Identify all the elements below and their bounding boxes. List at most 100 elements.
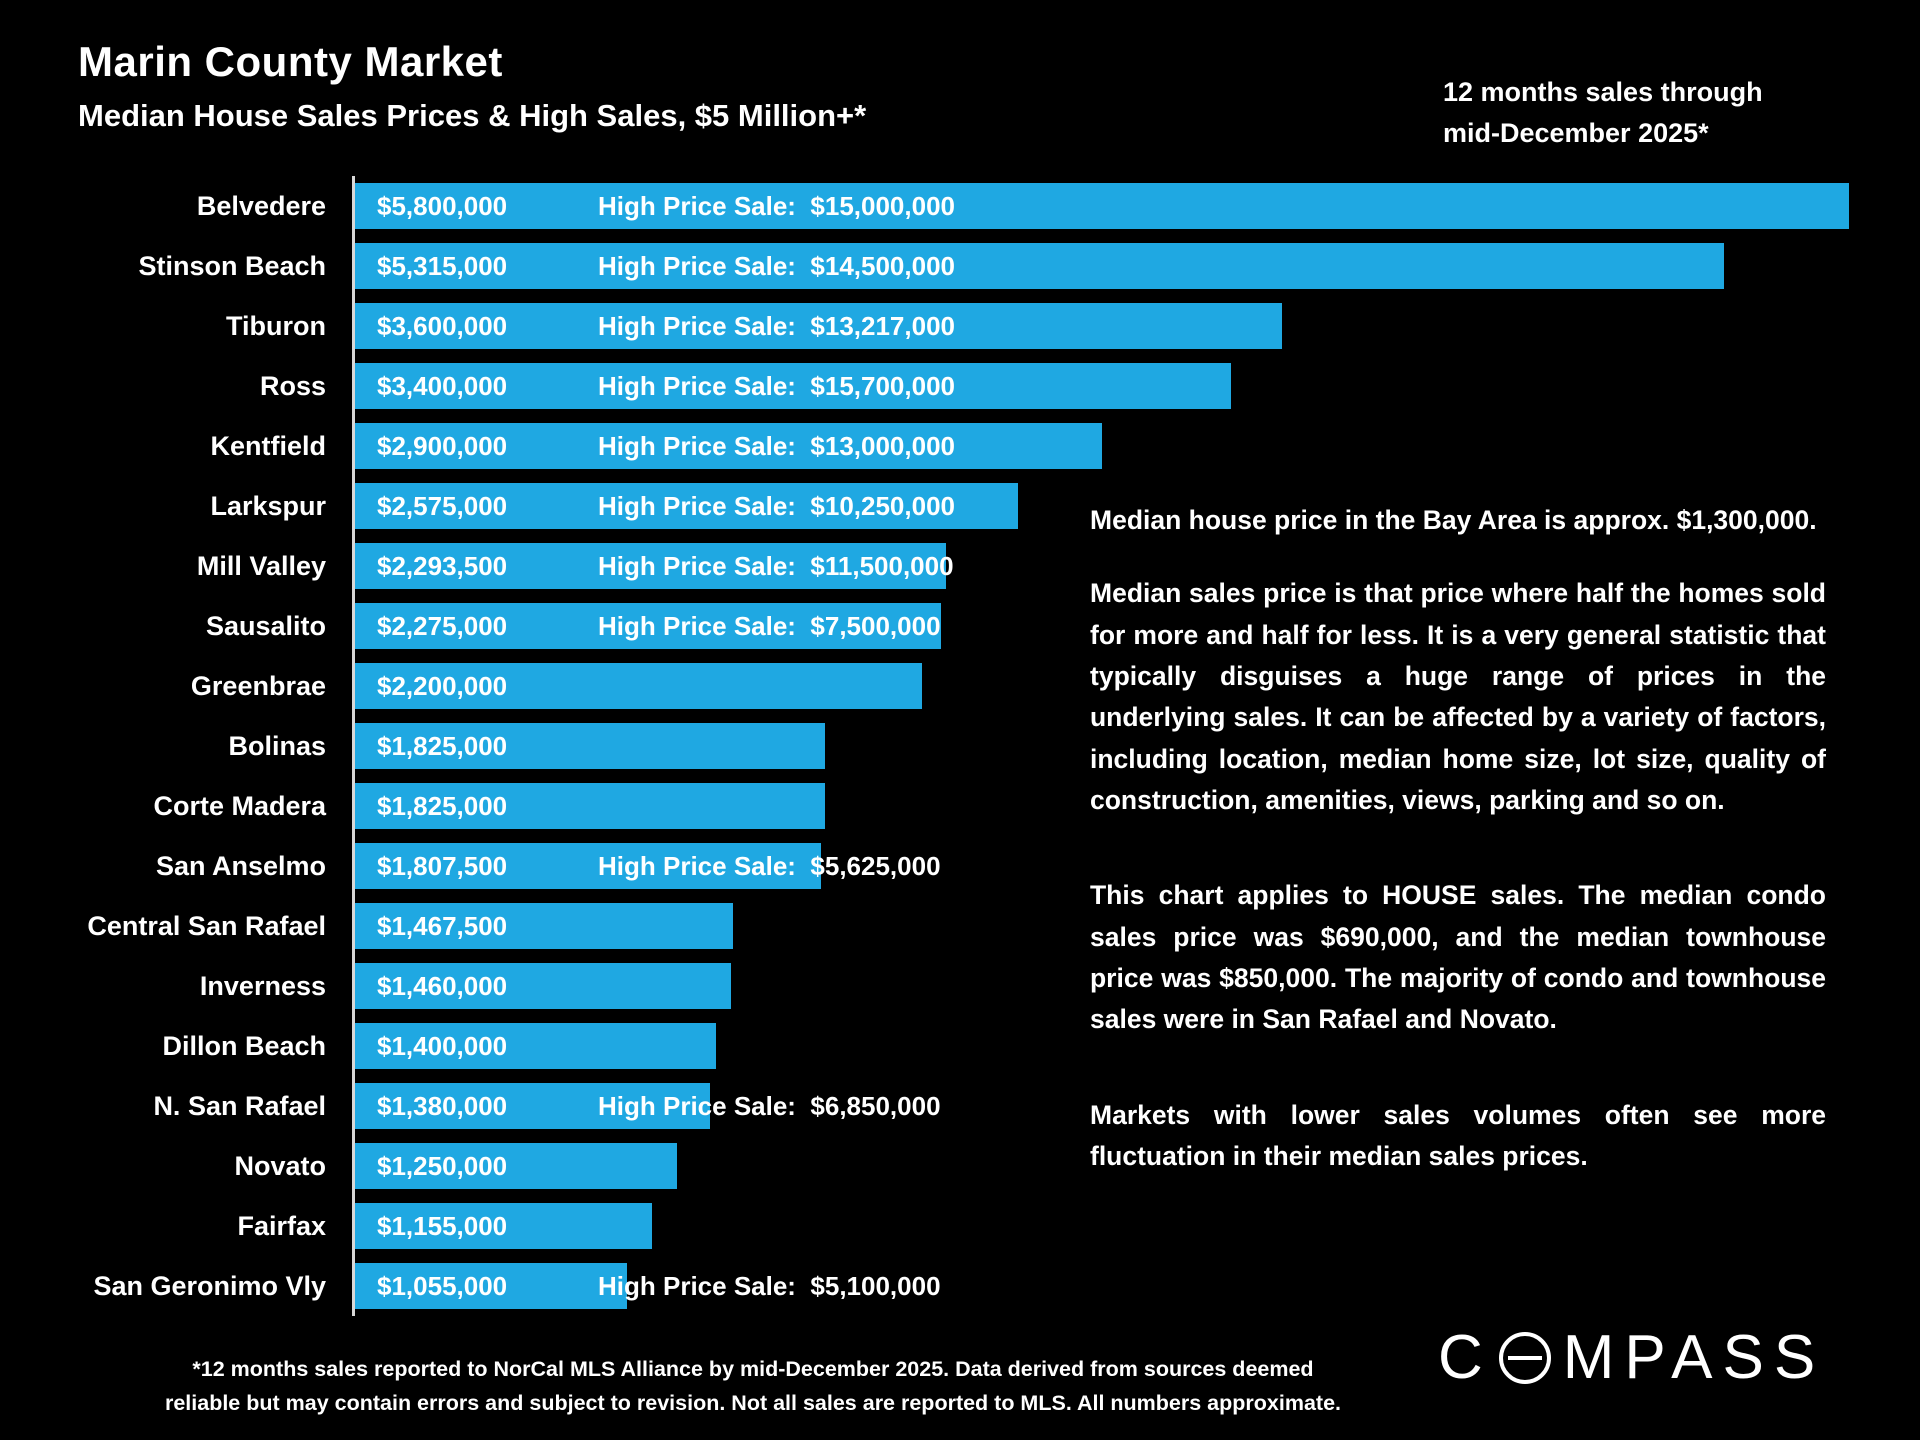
median-price-bar: $3,400,000 <box>355 363 1231 409</box>
bar-track: $1,825,000 <box>352 776 1849 836</box>
category-label: Kentfield <box>210 430 326 461</box>
median-price-value: $1,155,000 <box>377 1210 508 1241</box>
category-label: Dillon Beach <box>162 1030 326 1061</box>
bar-track: $3,400,000 High Price Sale: $15,700,000 <box>352 356 1849 416</box>
high-price-sale-label: High Price Sale: $15,000,000 <box>598 190 955 221</box>
category-label: Greenbrae <box>190 670 326 701</box>
median-price-value: $3,600,000 <box>377 310 508 341</box>
median-price-bar: $1,400,000 <box>355 1023 716 1069</box>
median-price-value: $1,825,000 <box>377 790 508 821</box>
high-price-sale-label: High Price Sale: $10,250,000 <box>598 490 955 521</box>
bar-track: $2,200,000 <box>352 656 1849 716</box>
category-label: Mill Valley <box>196 550 326 581</box>
bar-track: $1,825,000 <box>352 716 1849 776</box>
high-price-sale-label: High Price Sale: $11,500,000 <box>598 550 954 581</box>
compass-logo-mpass: MPASS <box>1562 1323 1826 1392</box>
bar-track: $1,460,000 <box>352 956 1849 1016</box>
chart-row: Tiburon $3,600,000 High Price Sale: $13,21… <box>60 296 1849 356</box>
period-note-line2: mid-December 2025* <box>1443 117 1709 148</box>
chart-row: Bolinas $1,825,000 <box>60 716 1849 776</box>
bar-track: $1,380,000 High Price Sale: $6,850,000 <box>352 1076 1849 1136</box>
chart-row: Greenbrae $2,200,000 <box>60 656 1849 716</box>
median-price-value: $1,380,000 <box>377 1090 508 1121</box>
category-label: San Geronimo Vly <box>93 1270 326 1301</box>
bar-track: $1,055,000 High Price Sale: $5,100,000 <box>352 1256 1849 1316</box>
footnote: *12 months sales reported to NorCal MLS … <box>85 1352 1421 1421</box>
category-label: Inverness <box>199 970 326 1001</box>
median-price-bar: $1,460,000 <box>355 963 732 1009</box>
category-label: Central San Rafael <box>87 910 326 941</box>
high-price-sale-label: High Price Sale: $15,700,000 <box>598 370 955 401</box>
high-price-sale-label: High Price Sale: $13,000,000 <box>598 430 955 461</box>
chart-row: Corte Madera $1,825,000 <box>60 776 1849 836</box>
median-price-value: $3,400,000 <box>377 370 508 401</box>
chart-row: Dillon Beach $1,400,000 <box>60 1016 1849 1076</box>
chart-row: Larkspur $2,575,000 High Price Sale: $10,2… <box>60 476 1849 536</box>
chart-row: Central San Rafael $1,467,500 <box>60 896 1849 956</box>
bar-track: $1,467,500 <box>352 896 1849 956</box>
median-price-bar: $1,825,000 <box>355 783 826 829</box>
bar-chart: Belvedere $5,800,000 High Price Sale: $15,… <box>60 176 1849 1316</box>
median-price-bar: $1,055,000 <box>355 1263 627 1309</box>
chart-row: Stinson Beach $5,315,000 High Price Sale: … <box>60 236 1849 296</box>
category-label: Ross <box>259 370 326 401</box>
median-price-value: $2,293,500 <box>377 550 508 581</box>
category-label: Belvedere <box>196 190 326 221</box>
category-label: Tiburon <box>226 310 326 341</box>
median-price-value: $1,825,000 <box>377 730 508 761</box>
bar-track: $2,275,000 High Price Sale: $7,500,000 <box>352 596 1849 656</box>
page-subtitle: Median House Sales Prices & High Sales, … <box>78 98 867 133</box>
median-price-value: $2,275,000 <box>377 610 508 641</box>
median-price-bar: $5,800,000 <box>355 183 1849 229</box>
median-price-value: $1,250,000 <box>377 1150 508 1181</box>
median-price-value: $1,400,000 <box>377 1030 508 1061</box>
chart-row: N. San Rafael $1,380,000 High Price Sale: … <box>60 1076 1849 1136</box>
high-price-sale-label: High Price Sale: $5,625,000 <box>598 850 941 881</box>
bar-track: $2,293,500 High Price Sale: $11,500,000 <box>352 536 1849 596</box>
category-label: N. San Rafael <box>153 1090 326 1121</box>
annotation-panel: Median house price in the Bay Area is ap… <box>1090 500 1826 1177</box>
chart-row: Novato $1,250,000 <box>60 1136 1849 1196</box>
median-price-bar: $2,293,500 <box>355 543 946 589</box>
median-price-bar: $1,250,000 <box>355 1143 677 1189</box>
annotation-paragraph-2: Median sales price is that price where h… <box>1090 578 1826 815</box>
footnote-line2: reliable but may contain errors and subj… <box>164 1391 1342 1416</box>
compass-logo-o-icon <box>1498 1331 1551 1384</box>
period-note-line1: 12 months sales through <box>1443 77 1763 107</box>
category-label: Novato <box>234 1150 326 1181</box>
high-price-sale-label: High Price Sale: $6,850,000 <box>598 1090 941 1121</box>
bar-track: $5,800,000 High Price Sale: $15,000,000 <box>352 176 1849 236</box>
median-price-value: $1,807,500 <box>377 850 508 881</box>
chart-row: Kentfield $2,900,000 High Price Sale: $13,… <box>60 416 1849 476</box>
category-label: Stinson Beach <box>138 250 326 281</box>
footnote-line1: *12 months sales reported to NorCal MLS … <box>192 1357 1314 1381</box>
median-price-value: $1,460,000 <box>377 970 508 1001</box>
median-price-value: $5,315,000 <box>377 250 508 281</box>
high-price-sale-label: High Price Sale: $7,500,000 <box>598 610 941 641</box>
median-price-bar: $1,807,500 <box>355 843 821 889</box>
chart-row: San Anselmo $1,807,500 High Price Sale: $5… <box>60 836 1849 896</box>
median-price-bar: $1,467,500 <box>355 903 733 949</box>
median-price-value: $2,575,000 <box>377 490 508 521</box>
bar-track: $2,575,000 High Price Sale: $10,250,000 <box>352 476 1849 536</box>
compass-logo-c: C <box>1438 1323 1493 1392</box>
category-label: Bolinas <box>228 730 326 761</box>
category-label: San Anselmo <box>155 850 326 881</box>
median-price-value: $2,200,000 <box>377 670 508 701</box>
median-price-bar: $5,315,000 <box>355 243 1725 289</box>
category-label: Fairfax <box>237 1210 326 1241</box>
median-price-value: $1,055,000 <box>377 1270 508 1301</box>
bar-track: $2,900,000 High Price Sale: $13,000,000 <box>352 416 1849 476</box>
median-price-bar: $2,900,000 <box>355 423 1102 469</box>
bar-track: $1,400,000 <box>352 1016 1849 1076</box>
median-price-bar: $2,275,000 <box>355 603 941 649</box>
median-price-bar: $2,575,000 <box>355 483 1019 529</box>
category-label: Larkspur <box>210 490 326 521</box>
category-label: Sausalito <box>205 610 326 641</box>
chart-row: Inverness $1,460,000 <box>60 956 1849 1016</box>
chart-row: San Geronimo Vly $1,055,000 High Price Sal… <box>60 1256 1849 1316</box>
category-label: Corte Madera <box>153 790 326 821</box>
bar-track: $1,807,500 High Price Sale: $5,625,000 <box>352 836 1849 896</box>
high-price-sale-label: High Price Sale: $14,500,000 <box>598 250 955 281</box>
median-price-value: $5,800,000 <box>377 190 508 221</box>
